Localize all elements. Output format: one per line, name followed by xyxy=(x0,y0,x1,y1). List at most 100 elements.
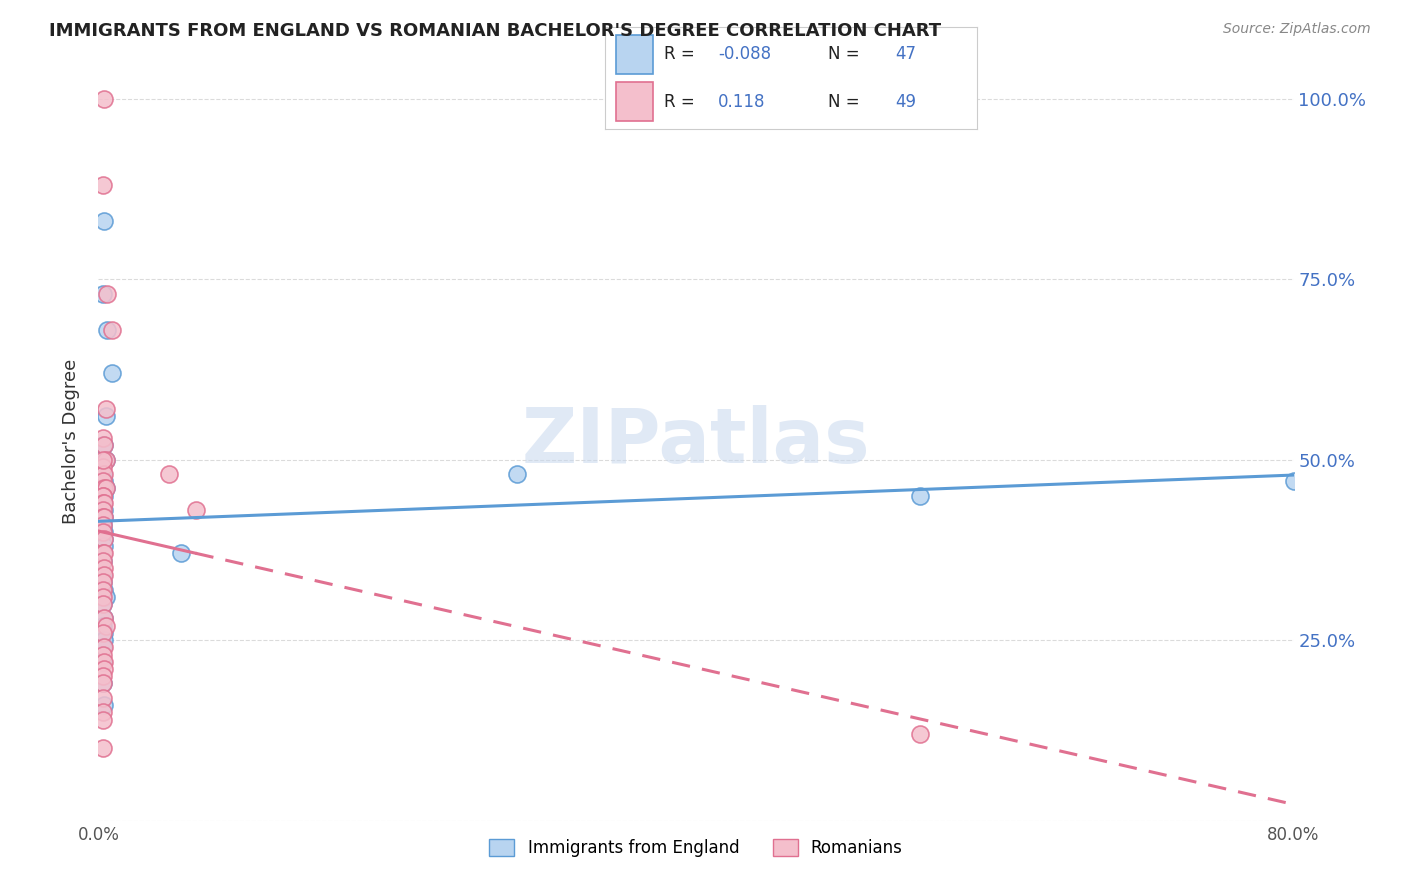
Point xyxy=(91,648,114,662)
Point xyxy=(91,178,114,193)
Point xyxy=(91,676,114,690)
Point xyxy=(93,91,115,105)
Point xyxy=(91,431,114,445)
Bar xyxy=(616,35,652,74)
Point xyxy=(169,546,191,560)
Point xyxy=(93,489,115,503)
Point xyxy=(93,482,115,496)
Point xyxy=(94,590,117,604)
Point xyxy=(91,655,114,669)
Point xyxy=(91,482,114,496)
Point xyxy=(91,496,114,510)
Point xyxy=(93,698,115,712)
Point xyxy=(93,626,115,640)
Point xyxy=(93,438,115,452)
Point xyxy=(91,575,114,590)
Point xyxy=(91,510,114,524)
Point xyxy=(91,524,114,539)
Point xyxy=(93,214,115,228)
Point xyxy=(91,590,114,604)
Point xyxy=(91,489,114,503)
Point xyxy=(91,690,114,705)
Point xyxy=(93,496,115,510)
Point xyxy=(91,741,114,756)
Point xyxy=(101,366,124,380)
Legend: Immigrants from England, Romanians: Immigrants from England, Romanians xyxy=(481,830,911,865)
Point xyxy=(94,482,117,496)
Point xyxy=(91,482,114,496)
Point xyxy=(91,524,114,539)
Point xyxy=(93,546,115,560)
Point xyxy=(91,582,114,597)
Point xyxy=(93,438,115,452)
Point xyxy=(91,452,114,467)
Point xyxy=(91,568,114,582)
Bar xyxy=(616,82,652,121)
Point xyxy=(93,510,115,524)
Point xyxy=(93,532,115,546)
Text: N =: N = xyxy=(828,45,865,63)
Point xyxy=(91,438,114,452)
Point xyxy=(93,582,115,597)
Point xyxy=(93,503,115,517)
Point xyxy=(93,655,115,669)
Point xyxy=(1282,475,1305,489)
Text: ZIPatlas: ZIPatlas xyxy=(522,405,870,478)
Point xyxy=(91,496,114,510)
Point xyxy=(91,669,114,683)
Point xyxy=(101,323,124,337)
Point xyxy=(91,459,114,474)
Point xyxy=(94,409,117,424)
Point xyxy=(93,561,115,575)
Point xyxy=(93,611,115,625)
Point xyxy=(91,503,114,517)
Text: N =: N = xyxy=(828,93,865,111)
Point xyxy=(91,489,114,503)
Point xyxy=(908,489,931,503)
Point xyxy=(91,496,114,510)
Point xyxy=(94,618,117,632)
Point xyxy=(91,510,114,524)
Point xyxy=(91,546,114,560)
Point xyxy=(93,524,115,539)
Point xyxy=(91,618,114,632)
Point xyxy=(91,546,114,560)
Point xyxy=(91,676,114,690)
Point xyxy=(91,482,114,496)
Point xyxy=(93,568,115,582)
Text: 0.118: 0.118 xyxy=(718,93,766,111)
Point xyxy=(96,286,118,301)
Point xyxy=(506,467,529,481)
Point xyxy=(94,452,117,467)
Point xyxy=(91,517,114,532)
Point xyxy=(94,452,117,467)
Point xyxy=(908,727,931,741)
Point xyxy=(93,662,115,676)
Point xyxy=(94,402,117,417)
Point xyxy=(93,611,115,625)
Point xyxy=(93,633,115,648)
Point xyxy=(93,482,115,496)
Point xyxy=(91,640,114,655)
Point xyxy=(91,554,114,568)
Point xyxy=(91,597,114,611)
Text: -0.088: -0.088 xyxy=(718,45,772,63)
Point xyxy=(157,467,180,481)
Point xyxy=(91,554,114,568)
Point xyxy=(91,517,114,532)
Point xyxy=(91,467,114,481)
Point xyxy=(184,503,207,517)
Point xyxy=(93,467,115,481)
Point xyxy=(91,475,114,489)
Point xyxy=(91,286,114,301)
Text: R =: R = xyxy=(664,45,700,63)
Point xyxy=(91,597,114,611)
Point xyxy=(93,539,115,553)
Point xyxy=(93,532,115,546)
Y-axis label: Bachelor's Degree: Bachelor's Degree xyxy=(62,359,80,524)
Point xyxy=(93,510,115,524)
Text: R =: R = xyxy=(664,93,700,111)
Text: 47: 47 xyxy=(896,45,917,63)
Point xyxy=(91,489,114,503)
Text: Source: ZipAtlas.com: Source: ZipAtlas.com xyxy=(1223,22,1371,37)
